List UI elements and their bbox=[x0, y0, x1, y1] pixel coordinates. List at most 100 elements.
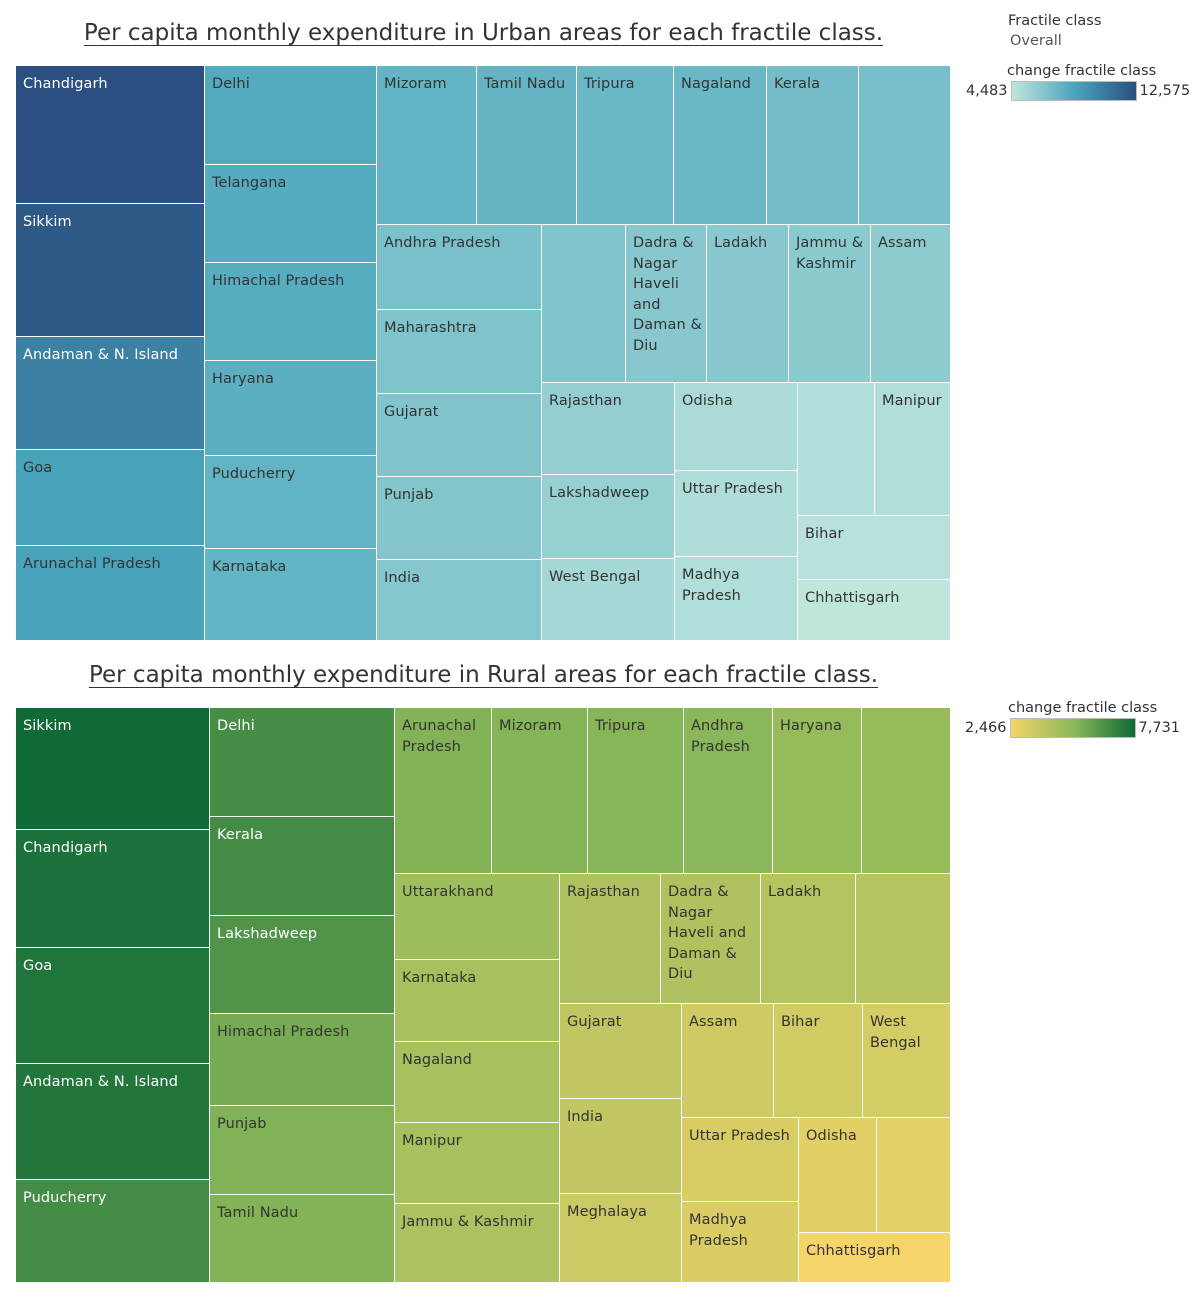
urban-color-gradient bbox=[1010, 81, 1137, 101]
tile-label: Delhi bbox=[217, 718, 255, 734]
tile-gujarat[interactable]: Gujarat bbox=[377, 394, 542, 477]
tile-rajasthan[interactable]: Rajasthan bbox=[560, 874, 661, 1004]
tile-chandigarh[interactable]: Chandigarh bbox=[16, 66, 205, 204]
tile-label: Dadra & Nagar Haveli and Daman & Diu bbox=[668, 884, 747, 982]
tile-delhi[interactable]: Delhi bbox=[210, 708, 395, 817]
tile-label: Andaman & N. Island bbox=[23, 1074, 179, 1090]
tile-mizoram[interactable]: Mizoram bbox=[492, 708, 588, 874]
tile-arunachal-pradesh[interactable]: Arunachal Pradesh bbox=[16, 546, 205, 641]
tile-label: Tamil Nadu bbox=[484, 76, 566, 92]
tile-himachal-pradesh[interactable]: Himachal Pradesh bbox=[205, 263, 377, 361]
tile-sikkim[interactable]: Sikkim bbox=[16, 708, 210, 830]
urban-legend-scale: 4,483 12,575 bbox=[966, 81, 1190, 101]
rural-legend-scale: 2,466 7,731 bbox=[965, 718, 1180, 738]
tile-unlabeled[interactable] bbox=[859, 66, 951, 225]
tile-uttar-pradesh[interactable]: Uttar Pradesh bbox=[675, 471, 798, 557]
tile-madhya-pradesh[interactable]: Madhya Pradesh bbox=[675, 557, 798, 641]
tile-mizoram[interactable]: Mizoram bbox=[377, 66, 477, 225]
urban-treemap: Chandigarh Sikkim Andaman & N. Island Goa Ar… bbox=[16, 66, 951, 641]
tile-tripura[interactable]: Tripura bbox=[588, 708, 684, 874]
tile-arunachal-pradesh[interactable]: Arunachal Pradesh bbox=[395, 708, 492, 874]
filter-value[interactable]: Overall bbox=[1010, 33, 1062, 49]
urban-legend: Fractile class Overall change fractile c… bbox=[966, 11, 1190, 101]
tile-andaman-and-n-island[interactable]: Andaman & N. Island bbox=[16, 1064, 210, 1180]
tile-nagaland[interactable]: Nagaland bbox=[674, 66, 767, 225]
tile-nagaland[interactable]: Nagaland bbox=[395, 1042, 560, 1123]
tile-chandigarh[interactable]: Chandigarh bbox=[16, 830, 210, 948]
tile-label: Uttarakhand bbox=[402, 884, 494, 900]
tile-rajasthan[interactable]: Rajasthan bbox=[542, 383, 675, 475]
tile-jammu-and-kashmir[interactable]: Jammu & Kashmir bbox=[789, 225, 871, 383]
tile-maharashtra[interactable]: Maharashtra bbox=[377, 310, 542, 394]
tile-unlabeled[interactable] bbox=[856, 874, 951, 1004]
tile-haryana[interactable]: Haryana bbox=[773, 708, 862, 874]
tile-label: Telangana bbox=[212, 175, 287, 191]
tile-haryana[interactable]: Haryana bbox=[205, 361, 377, 456]
rural-color-gradient bbox=[1009, 718, 1136, 738]
tile-label: Rajasthan bbox=[567, 884, 640, 900]
tile-lakshadweep[interactable]: Lakshadweep bbox=[542, 475, 675, 559]
tile-karnataka[interactable]: Karnataka bbox=[205, 549, 377, 641]
tile-puducherry[interactable]: Puducherry bbox=[205, 456, 377, 549]
tile-ladakh[interactable]: Ladakh bbox=[707, 225, 789, 383]
tile-assam[interactable]: Assam bbox=[871, 225, 951, 383]
tile-ladakh[interactable]: Ladakh bbox=[761, 874, 856, 1004]
tile-madhya-pradesh[interactable]: Madhya Pradesh bbox=[682, 1202, 799, 1283]
tile-unlabeled[interactable] bbox=[542, 225, 626, 383]
tile-manipur[interactable]: Manipur bbox=[395, 1123, 560, 1204]
rural-legend: change fractile class 2,466 7,731 bbox=[965, 698, 1180, 738]
tile-andhra-pradesh[interactable]: Andhra Pradesh bbox=[377, 225, 542, 310]
tile-goa[interactable]: Goa bbox=[16, 450, 205, 546]
tile-label: Manipur bbox=[402, 1133, 462, 1149]
tile-unlabeled[interactable] bbox=[877, 1118, 951, 1233]
tile-bihar[interactable]: Bihar bbox=[798, 516, 951, 580]
tile-himachal-pradesh[interactable]: Himachal Pradesh bbox=[210, 1014, 395, 1106]
tile-unlabeled[interactable] bbox=[798, 383, 875, 516]
tile-chhattisgarh[interactable]: Chhattisgarh bbox=[799, 1233, 951, 1283]
tile-unlabeled[interactable] bbox=[862, 708, 951, 874]
tile-manipur[interactable]: Manipur bbox=[875, 383, 951, 516]
tile-puducherry[interactable]: Puducherry bbox=[16, 1180, 210, 1283]
tile-odisha[interactable]: Odisha bbox=[799, 1118, 877, 1233]
tile-uttarakhand[interactable]: Uttarakhand bbox=[395, 874, 560, 960]
tile-india[interactable]: India bbox=[377, 560, 542, 641]
tile-andaman-and-n-island[interactable]: Andaman & N. Island bbox=[16, 337, 205, 450]
tile-sikkim[interactable]: Sikkim bbox=[16, 204, 205, 337]
tile-kerala[interactable]: Kerala bbox=[767, 66, 859, 225]
fractile-class-filter[interactable]: Fractile class Overall bbox=[1008, 11, 1190, 51]
tile-jammu-and-kashmir[interactable]: Jammu & Kashmir bbox=[395, 1204, 560, 1283]
tile-dadra-and-nagar-haveli-and-daman-and-diu[interactable]: Dadra & Nagar Haveli and Daman & Diu bbox=[661, 874, 761, 1004]
urban-legend-max: 12,575 bbox=[1139, 83, 1191, 99]
tile-punjab[interactable]: Punjab bbox=[210, 1106, 395, 1195]
tile-assam[interactable]: Assam bbox=[682, 1004, 774, 1118]
tile-goa[interactable]: Goa bbox=[16, 948, 210, 1064]
tile-dadra-and-nagar-haveli-and-daman-and-diu[interactable]: Dadra & Nagar Haveli and Daman & Diu bbox=[626, 225, 707, 383]
tile-chhattisgarh[interactable]: Chhattisgarh bbox=[798, 580, 951, 641]
tile-india[interactable]: India bbox=[560, 1099, 682, 1194]
tile-label: Bihar bbox=[781, 1014, 820, 1030]
tile-meghalaya[interactable]: Meghalaya bbox=[560, 1194, 682, 1283]
tile-label: Himachal Pradesh bbox=[212, 273, 345, 289]
tile-west-bengal[interactable]: West Bengal bbox=[863, 1004, 951, 1118]
tile-tamil-nadu[interactable]: Tamil Nadu bbox=[477, 66, 577, 225]
tile-lakshadweep[interactable]: Lakshadweep bbox=[210, 916, 395, 1014]
tile-label: Puducherry bbox=[212, 466, 296, 482]
tile-label: Ladakh bbox=[714, 235, 768, 251]
tile-kerala[interactable]: Kerala bbox=[210, 817, 395, 916]
tile-tripura[interactable]: Tripura bbox=[577, 66, 674, 225]
tile-label: Sikkim bbox=[23, 214, 72, 230]
tile-gujarat[interactable]: Gujarat bbox=[560, 1004, 682, 1099]
tile-bihar[interactable]: Bihar bbox=[774, 1004, 863, 1118]
tile-label: Dadra & Nagar Haveli and Daman & Diu bbox=[633, 235, 702, 354]
tile-punjab[interactable]: Punjab bbox=[377, 477, 542, 560]
tile-karnataka[interactable]: Karnataka bbox=[395, 960, 560, 1042]
tile-label: Mizoram bbox=[384, 76, 447, 92]
tile-delhi[interactable]: Delhi bbox=[205, 66, 377, 165]
tile-odisha[interactable]: Odisha bbox=[675, 383, 798, 471]
tile-andhra-pradesh[interactable]: Andhra Pradesh bbox=[684, 708, 773, 874]
tile-tamil-nadu[interactable]: Tamil Nadu bbox=[210, 1195, 395, 1283]
tile-uttar-pradesh[interactable]: Uttar Pradesh bbox=[682, 1118, 799, 1202]
tile-telangana[interactable]: Telangana bbox=[205, 165, 377, 263]
tile-label: Delhi bbox=[212, 76, 250, 92]
tile-west-bengal[interactable]: West Bengal bbox=[542, 559, 675, 641]
